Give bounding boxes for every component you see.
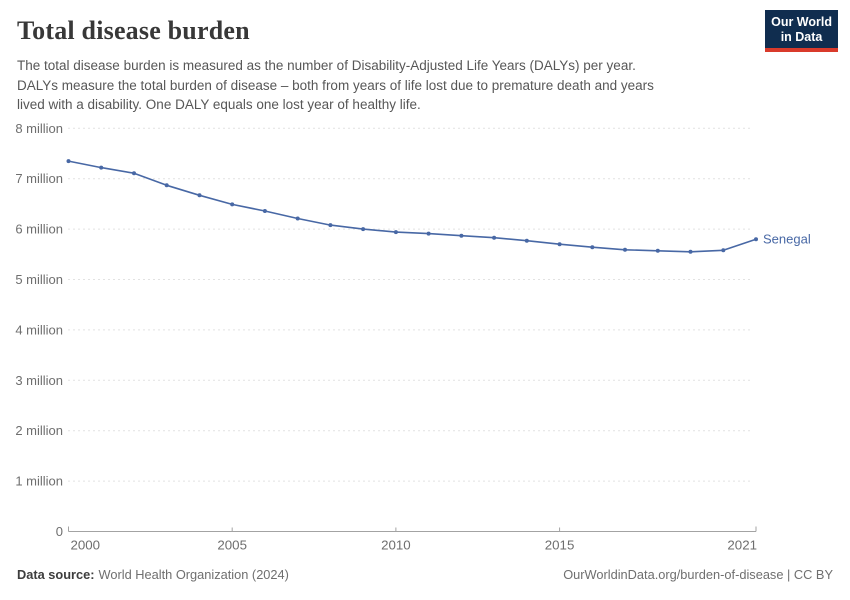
data-source-label: Data source:: [17, 567, 95, 582]
credit-line: OurWorldinData.org/burden-of-disease | C…: [563, 567, 833, 582]
series-end-label: Senegal: [763, 232, 811, 247]
x-axis-tick-label: 2000: [71, 538, 101, 553]
data-point-marker: [393, 230, 398, 235]
page-title: Total disease burden: [17, 16, 250, 45]
data-point-marker: [66, 159, 71, 164]
y-axis-tick-label: 7 million: [15, 171, 63, 186]
subtitle-line: lived with a disability. One DALY equals…: [17, 97, 421, 112]
x-axis-tick-label: 2010: [381, 538, 411, 553]
y-axis-tick-label: 6 million: [15, 222, 63, 237]
data-point-marker: [230, 202, 235, 207]
data-point-marker: [361, 227, 366, 232]
data-point-marker: [557, 242, 562, 247]
data-point-marker: [295, 216, 300, 221]
chart-header: Total disease burden The total disease b…: [0, 0, 850, 115]
owid-logo-line2: in Data: [780, 30, 823, 44]
line-chart: 0 1 million 2 million 3 million 4 million 5 m…: [15, 121, 811, 553]
data-point-marker: [688, 249, 693, 254]
y-axis-tick-label: 5 million: [15, 272, 63, 287]
data-point-marker: [721, 248, 726, 253]
data-point-marker: [655, 248, 660, 253]
data-source-value: World Health Organization (2024): [98, 567, 289, 582]
owid-logo-line1: Our World: [771, 15, 832, 29]
owid-logo: Our World in Data: [765, 10, 838, 52]
y-axis-tick-label: 0: [56, 524, 63, 539]
data-point-marker: [164, 183, 169, 188]
subtitle-line: The total disease burden is measured as …: [17, 58, 636, 73]
subtitle-line: DALYs measure the total burden of diseas…: [17, 77, 654, 93]
data-source: Data source: World Health Organization (2…: [17, 567, 289, 582]
data-point-marker: [754, 237, 758, 242]
y-axis-tick-label: 1 million: [15, 474, 63, 489]
chart-footer: Data source: World Health Organization (2…: [17, 567, 833, 582]
data-point-marker: [99, 165, 104, 170]
y-axis-tick-label: 3 million: [15, 373, 63, 388]
y-axis-tick-label: 4 million: [15, 322, 63, 337]
data-point-marker: [492, 235, 497, 240]
data-point-marker: [328, 223, 333, 228]
series-line: [68, 160, 757, 253]
data-point-marker: [197, 193, 202, 198]
x-axis-tick-label: 2005: [217, 538, 247, 553]
y-axis-tick-label: 8 million: [15, 121, 63, 136]
data-point-marker: [590, 245, 595, 250]
x-axis-tick-label: 2015: [545, 538, 575, 553]
chart-area: 0 1 million 2 million 3 million 4 million 5 m…: [0, 113, 850, 560]
data-point-marker: [262, 209, 267, 213]
data-point-marker: [524, 238, 529, 243]
data-point-marker: [132, 171, 136, 176]
chart-subtitle: The total disease burden is measured as …: [17, 56, 737, 115]
data-point-marker: [459, 233, 464, 238]
data-point-marker: [623, 247, 627, 252]
data-point-marker: [426, 231, 431, 236]
y-axis-tick-label: 2 million: [15, 423, 63, 438]
x-axis-tick-label: 2021: [727, 538, 757, 553]
